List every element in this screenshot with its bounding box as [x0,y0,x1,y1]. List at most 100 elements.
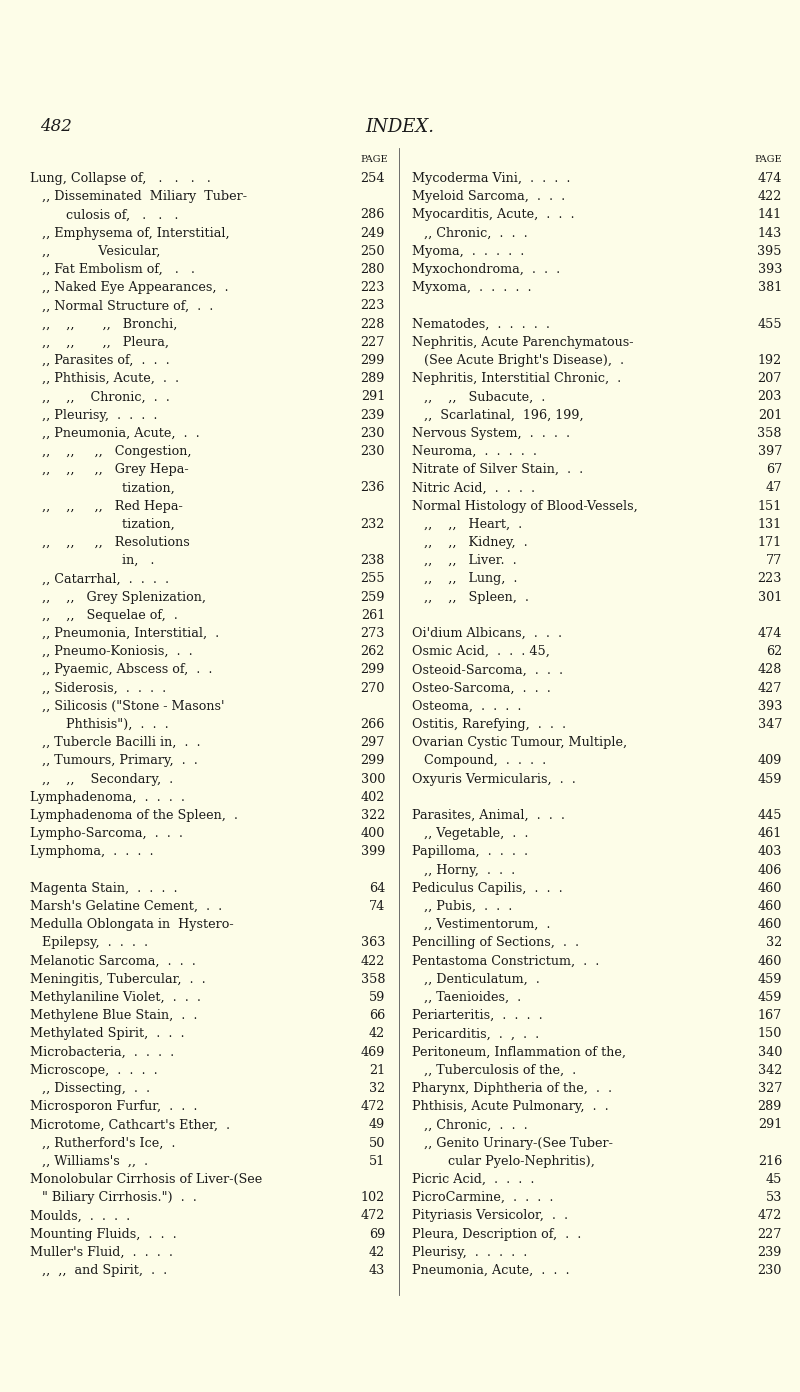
Text: 238: 238 [361,554,385,567]
Text: ,,            Vesicular,: ,, Vesicular, [30,245,160,258]
Text: 255: 255 [360,572,385,586]
Text: 77: 77 [766,554,782,567]
Text: 399: 399 [361,845,385,859]
Text: " Biliary Cirrhosis.")  .  .: " Biliary Cirrhosis.") . . [30,1192,197,1204]
Text: 201: 201 [758,409,782,422]
Text: Nephritis, Acute Parenchymatous-: Nephritis, Acute Parenchymatous- [412,335,634,349]
Text: ,, Horny,  .  .  .: ,, Horny, . . . [412,863,515,877]
Text: ,, Tumours, Primary,  .  .: ,, Tumours, Primary, . . [30,754,198,767]
Text: ,, Fat Embolism of,   .   .: ,, Fat Embolism of, . . [30,263,195,276]
Text: ,,    ,,     ,,   Grey Hepa-: ,, ,, ,, Grey Hepa- [30,464,189,476]
Text: 286: 286 [361,209,385,221]
Text: 66: 66 [369,1009,385,1022]
Text: 299: 299 [361,664,385,677]
Text: Nitrate of Silver Stain,  .  .: Nitrate of Silver Stain, . . [412,464,583,476]
Text: 59: 59 [369,991,385,1004]
Text: ,,    ,,       ,,   Bronchi,: ,, ,, ,, Bronchi, [30,317,178,330]
Text: ,, Chronic,  .  .  .: ,, Chronic, . . . [412,1118,528,1132]
Text: 459: 459 [758,773,782,785]
Text: ,,    ,,   Spleen,  .: ,, ,, Spleen, . [412,590,529,604]
Text: tization,: tization, [30,518,174,530]
Text: 249: 249 [361,227,385,239]
Text: 216: 216 [758,1155,782,1168]
Text: 207: 207 [758,372,782,386]
Text: ,, Rutherford's Ice,  .: ,, Rutherford's Ice, . [30,1137,175,1150]
Text: 102: 102 [361,1192,385,1204]
Text: 300: 300 [361,773,385,785]
Text: 322: 322 [361,809,385,823]
Text: Peritoneum, Inflammation of the,: Peritoneum, Inflammation of the, [412,1045,626,1058]
Text: 261: 261 [361,608,385,622]
Text: ,,    ,,   Grey Splenization,: ,, ,, Grey Splenization, [30,590,206,604]
Text: 143: 143 [758,227,782,239]
Text: 363: 363 [361,937,385,949]
Text: ,, Naked Eye Appearances,  .: ,, Naked Eye Appearances, . [30,281,229,294]
Text: 460: 460 [758,955,782,967]
Text: 291: 291 [758,1118,782,1132]
Text: INDEX.: INDEX. [366,118,434,136]
Text: Methylaniline Violet,  .  .  .: Methylaniline Violet, . . . [30,991,201,1004]
Text: Pencilling of Sections,  .  .: Pencilling of Sections, . . [412,937,579,949]
Text: Pericarditis,  .  ,  .  .: Pericarditis, . , . . [412,1027,539,1040]
Text: Oi'dium Albicans,  .  .  .: Oi'dium Albicans, . . . [412,626,562,640]
Text: Phthisis"),  .  .  .: Phthisis"), . . . [30,718,169,731]
Text: 409: 409 [758,754,782,767]
Text: ,, Disseminated  Miliary  Tuber-: ,, Disseminated Miliary Tuber- [30,191,247,203]
Text: 32: 32 [369,1082,385,1096]
Text: 474: 474 [758,173,782,185]
Text: ,, Williams's  ,,  .: ,, Williams's ,, . [30,1155,148,1168]
Text: 474: 474 [758,626,782,640]
Text: 262: 262 [361,646,385,658]
Text: 273: 273 [361,626,385,640]
Text: 381: 381 [758,281,782,294]
Text: tization,: tization, [30,482,174,494]
Text: 460: 460 [758,881,782,895]
Text: Myxoma,  .  .  .  .  .: Myxoma, . . . . . [412,281,532,294]
Text: Myoma,  .  .  .  .  .: Myoma, . . . . . [412,245,524,258]
Text: Myeloid Sarcoma,  .  .  .: Myeloid Sarcoma, . . . [412,191,566,203]
Text: Nephritis, Interstitial Chronic,  .: Nephritis, Interstitial Chronic, . [412,372,622,386]
Text: Parasites, Animal,  .  .  .: Parasites, Animal, . . . [412,809,565,823]
Text: 62: 62 [766,646,782,658]
Text: Osmic Acid,  .  .  . 45,: Osmic Acid, . . . 45, [412,646,550,658]
Text: ,, Phthisis, Acute,  .  .: ,, Phthisis, Acute, . . [30,372,179,386]
Text: Papilloma,  .  .  .  .: Papilloma, . . . . [412,845,528,859]
Text: ,,    ,,    Chronic,  .  .: ,, ,, Chronic, . . [30,390,170,404]
Text: ,, Emphysema of, Interstitial,: ,, Emphysema of, Interstitial, [30,227,230,239]
Text: in,   .: in, . [30,554,154,567]
Text: ,,    ,,    Secondary,  .: ,, ,, Secondary, . [30,773,174,785]
Text: 289: 289 [758,1100,782,1114]
Text: Epilepsy,  .  .  .  .: Epilepsy, . . . . [30,937,148,949]
Text: 455: 455 [758,317,782,330]
Text: Pharynx, Diphtheria of the,  .  .: Pharynx, Diphtheria of the, . . [412,1082,612,1096]
Text: 150: 150 [758,1027,782,1040]
Text: Marsh's Gelatine Cement,  .  .: Marsh's Gelatine Cement, . . [30,901,222,913]
Text: ,,    ,,     ,,   Red Hepa-: ,, ,, ,, Red Hepa- [30,500,182,512]
Text: ,, Pneumo-Koniosis,  .  .: ,, Pneumo-Koniosis, . . [30,646,193,658]
Text: Oxyuris Vermicularis,  .  .: Oxyuris Vermicularis, . . [412,773,576,785]
Text: ,, Normal Structure of,  .  .: ,, Normal Structure of, . . [30,299,214,312]
Text: ,, Dissecting,  .  .: ,, Dissecting, . . [30,1082,150,1096]
Text: 291: 291 [361,390,385,404]
Text: 301: 301 [758,590,782,604]
Text: 254: 254 [361,173,385,185]
Text: 223: 223 [361,281,385,294]
Text: Phthisis, Acute Pulmonary,  .  .: Phthisis, Acute Pulmonary, . . [412,1100,609,1114]
Text: 472: 472 [361,1210,385,1222]
Text: ,,  Scarlatinal,  196, 199,: ,, Scarlatinal, 196, 199, [412,409,584,422]
Text: ,, Tubercle Bacilli in,  .  .: ,, Tubercle Bacilli in, . . [30,736,201,749]
Text: ,,    ,,   Lung,  .: ,, ,, Lung, . [412,572,518,586]
Text: 445: 445 [758,809,782,823]
Text: 459: 459 [758,991,782,1004]
Text: 459: 459 [758,973,782,986]
Text: Nitric Acid,  .  .  .  .: Nitric Acid, . . . . [412,482,535,494]
Text: 266: 266 [361,718,385,731]
Text: 406: 406 [758,863,782,877]
Text: 299: 299 [361,754,385,767]
Text: Lung, Collapse of,   .   .   .   .: Lung, Collapse of, . . . . [30,173,211,185]
Text: 299: 299 [361,354,385,367]
Text: 42: 42 [369,1246,385,1258]
Text: 227: 227 [758,1228,782,1240]
Text: Lymphoma,  .  .  .  .: Lymphoma, . . . . [30,845,154,859]
Text: 393: 393 [758,700,782,713]
